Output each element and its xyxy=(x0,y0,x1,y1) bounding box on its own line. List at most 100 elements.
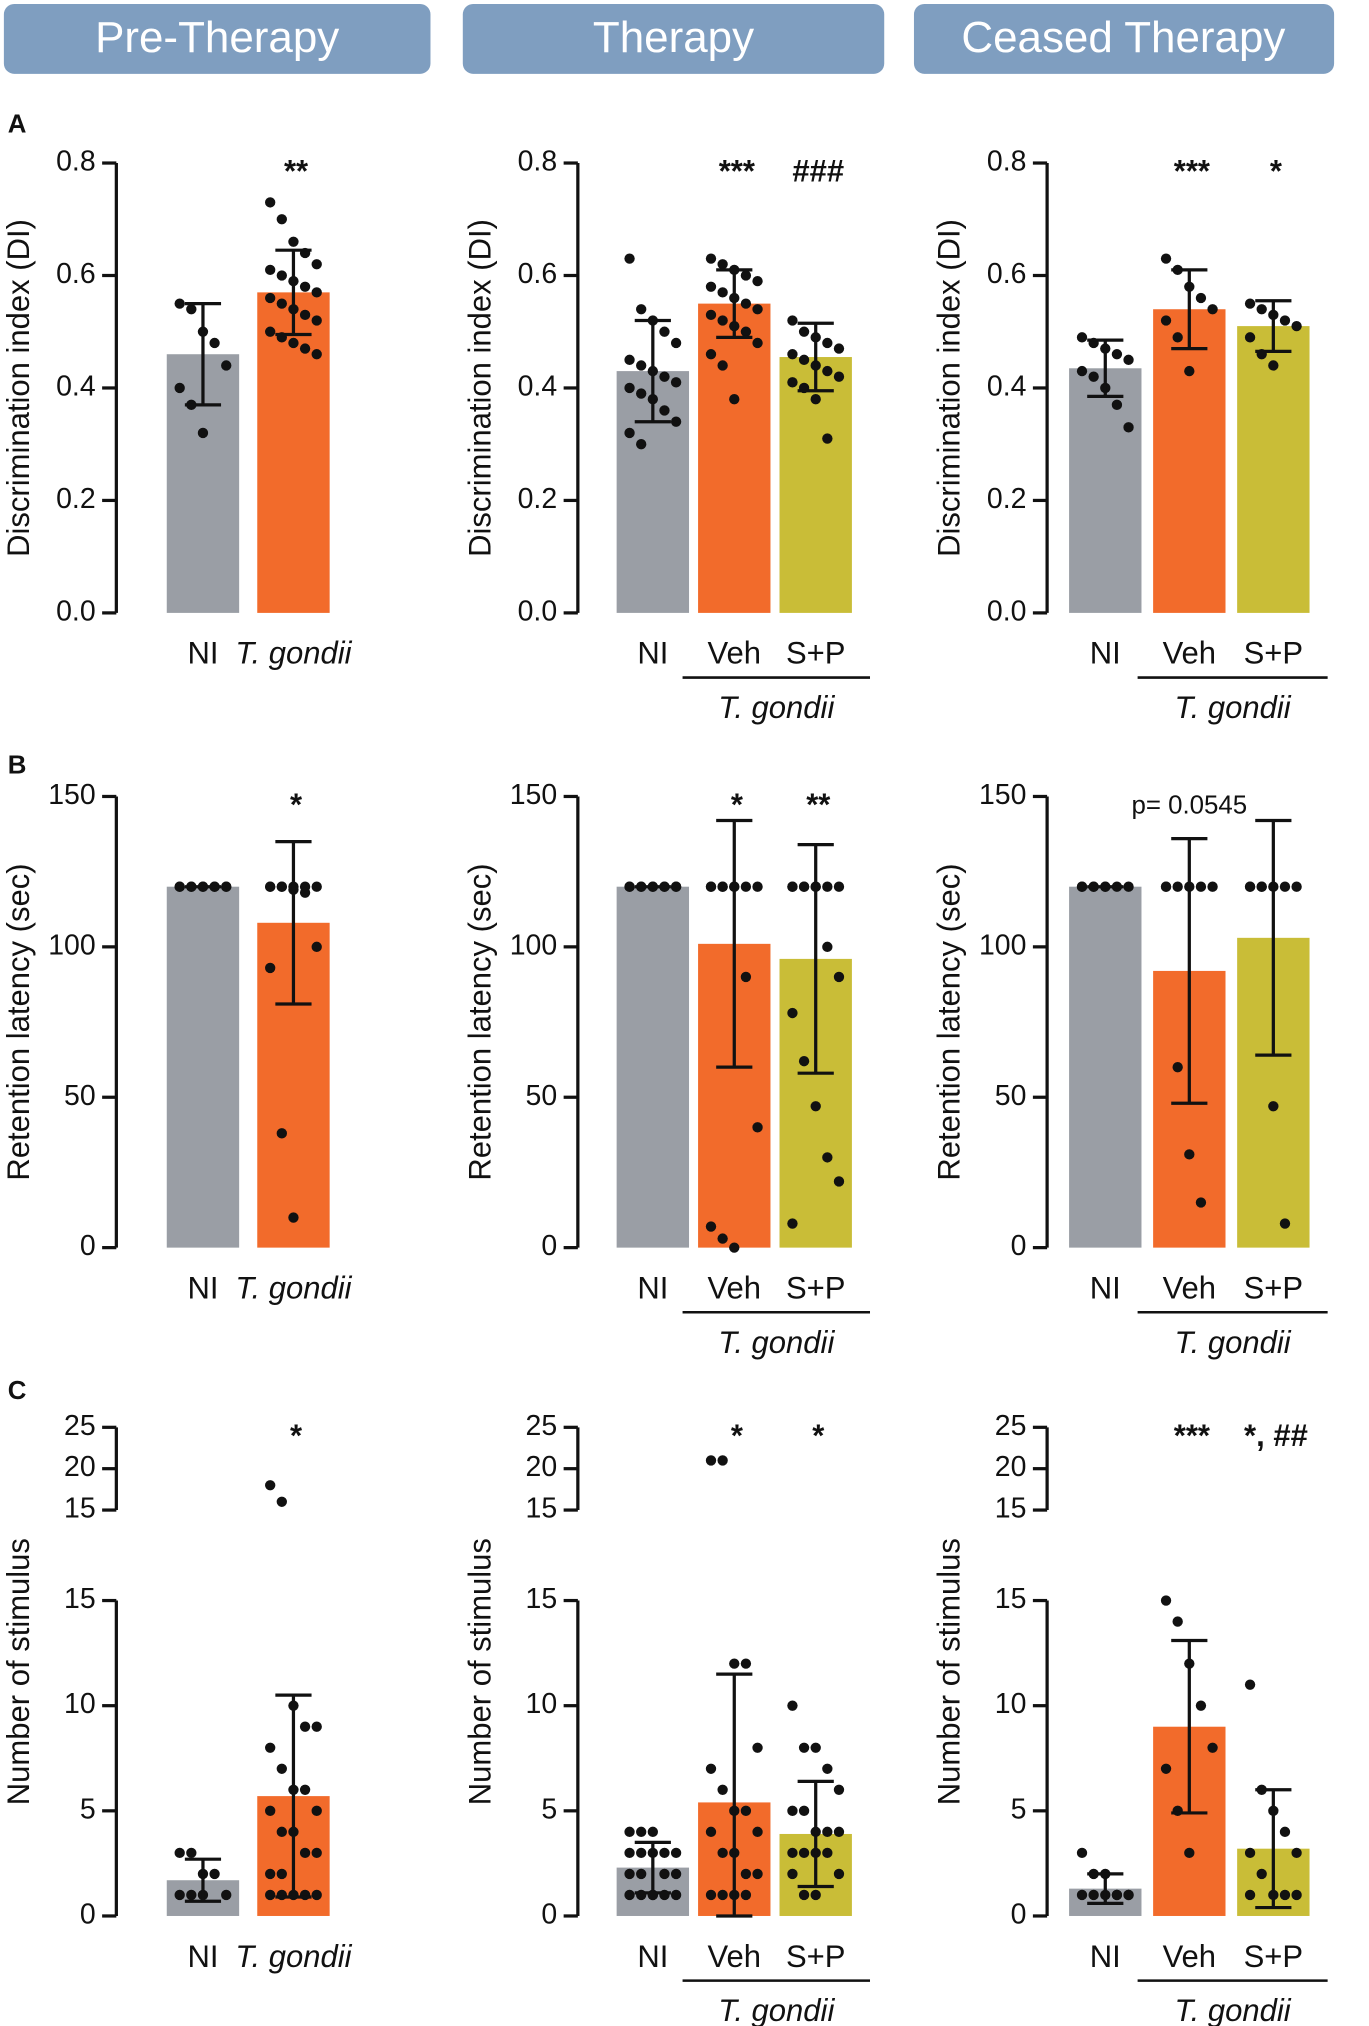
data-point xyxy=(717,315,728,326)
x-tick-label: S+P xyxy=(786,1270,846,1305)
data-point xyxy=(1244,298,1256,309)
data-point xyxy=(822,337,833,349)
data-point xyxy=(833,1784,845,1795)
data-point xyxy=(1244,1679,1256,1690)
data-point xyxy=(787,377,798,388)
data-point xyxy=(299,343,311,354)
x-tick-label: Veh xyxy=(708,1270,761,1305)
x-tick-label: Veh xyxy=(708,1939,761,1974)
y-tick-label: 0.6 xyxy=(987,258,1027,290)
error-bar xyxy=(1087,1872,1124,1905)
y-axis-label: Retention latency (sec) xyxy=(462,863,497,1180)
y-tick-label: 0 xyxy=(541,1898,557,1930)
data-point xyxy=(822,881,833,892)
data-point xyxy=(752,275,763,287)
data-point xyxy=(311,881,322,892)
data-point xyxy=(311,1721,322,1732)
data-point xyxy=(1195,881,1207,892)
x-tick-label: NI xyxy=(1090,636,1121,671)
data-point xyxy=(1207,881,1218,892)
data-point xyxy=(311,287,322,298)
significance: ** xyxy=(806,787,831,822)
data-point xyxy=(299,1721,311,1732)
error-bar xyxy=(1255,299,1292,354)
data-point xyxy=(624,1826,635,1838)
data-point xyxy=(636,360,647,371)
header-box xyxy=(462,4,885,74)
data-point xyxy=(186,304,197,315)
x-tick-label: NI xyxy=(187,636,218,671)
y-axis-label: Discrimination index (DI) xyxy=(932,219,967,557)
data-point xyxy=(624,354,635,366)
y-tick-label: 15 xyxy=(995,1583,1027,1615)
y-tick-label: 0.6 xyxy=(56,258,96,290)
data-point xyxy=(798,1889,810,1901)
data-point xyxy=(670,1868,682,1880)
error-bar xyxy=(797,321,834,393)
data-point xyxy=(311,259,322,270)
data-point xyxy=(717,287,728,298)
bar xyxy=(166,886,240,1248)
data-point xyxy=(659,371,670,382)
data-point xyxy=(1291,881,1302,892)
error-bar xyxy=(1255,1788,1292,1910)
error-bar xyxy=(275,839,312,1006)
header: Therapy xyxy=(593,13,754,62)
data-point xyxy=(624,427,635,439)
y-tick-label: 100 xyxy=(979,929,1026,961)
data-point xyxy=(833,1176,845,1187)
data-point xyxy=(717,1455,728,1466)
panel-label: C xyxy=(8,1377,27,1405)
y-tick-label: 50 xyxy=(526,1080,558,1112)
data-point xyxy=(833,1826,845,1838)
data-point xyxy=(798,326,810,337)
group-label: T. gondii xyxy=(718,690,835,725)
data-point xyxy=(1123,422,1134,433)
data-point xyxy=(705,281,717,292)
header-box xyxy=(913,4,1335,74)
data-point xyxy=(752,1122,763,1133)
data-point xyxy=(670,377,682,388)
data-point xyxy=(1291,320,1302,332)
data-point xyxy=(798,1742,810,1753)
significance: *** xyxy=(1174,154,1211,189)
data-point xyxy=(1256,1868,1267,1880)
data-point xyxy=(636,1826,647,1838)
data-point xyxy=(1195,1700,1207,1711)
data-point xyxy=(1207,304,1218,315)
significance: *** xyxy=(719,154,756,189)
data-point xyxy=(624,253,635,264)
y-tick-label: 0.0 xyxy=(987,595,1027,627)
x-tick-label: NI xyxy=(637,1270,668,1305)
header: Pre-Therapy xyxy=(95,13,339,62)
data-point xyxy=(1279,1826,1291,1838)
data-point xyxy=(787,881,798,892)
error-bar xyxy=(716,268,753,339)
data-point xyxy=(311,349,322,360)
data-point xyxy=(276,214,287,225)
data-point xyxy=(787,1007,798,1019)
data-point xyxy=(740,1805,752,1817)
data-point xyxy=(787,1700,798,1711)
y-tick-label: 0 xyxy=(1011,1898,1027,1930)
data-point xyxy=(740,881,752,892)
data-point xyxy=(833,371,845,382)
data-point xyxy=(276,298,287,309)
data-point xyxy=(787,349,798,360)
y-tick-label: 150 xyxy=(48,779,95,811)
y-tick-label: 0.8 xyxy=(518,146,558,178)
data-point xyxy=(1184,1847,1195,1859)
data-point xyxy=(798,881,810,892)
y-tick-label: 20 xyxy=(995,1451,1027,1483)
data-point xyxy=(822,1763,833,1774)
significance: * xyxy=(1270,154,1283,189)
data-point xyxy=(752,1826,763,1838)
y-tick-label: 0.2 xyxy=(518,483,558,515)
x-tick-label: NI xyxy=(1090,1939,1121,1974)
significance: *, ## xyxy=(1244,1418,1308,1453)
data-point xyxy=(810,394,821,405)
data-point xyxy=(705,881,717,892)
y-tick-label: 100 xyxy=(510,929,557,961)
data-point xyxy=(717,259,728,270)
data-point xyxy=(265,292,276,304)
